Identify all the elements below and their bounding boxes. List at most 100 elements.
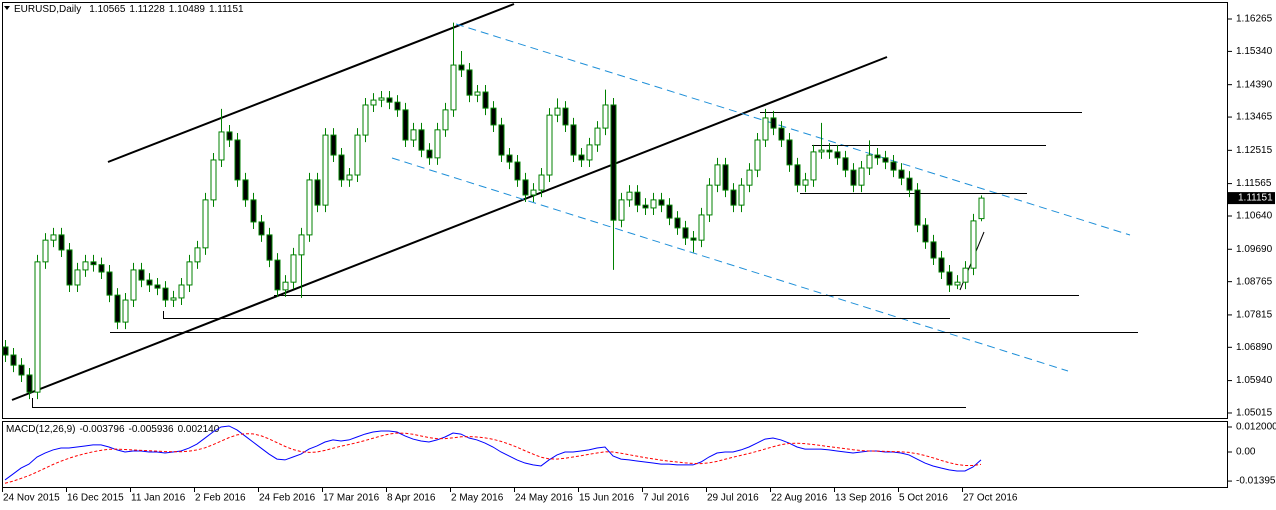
candle-body <box>10 354 17 366</box>
y-tick-label: 1.14390 <box>1236 79 1273 90</box>
candle-body <box>466 69 473 96</box>
candle-body <box>34 261 41 393</box>
candle-body <box>882 157 889 163</box>
candle-body <box>170 297 177 301</box>
candle-body <box>554 107 561 116</box>
candle-body <box>650 199 657 209</box>
candle-body <box>354 134 361 176</box>
candle-body <box>322 134 329 206</box>
candle-body <box>842 157 849 171</box>
candle-body <box>2 346 9 356</box>
candle-body <box>514 161 521 181</box>
candle-body <box>562 107 569 126</box>
candle-body <box>106 271 113 296</box>
candle-body <box>586 144 593 161</box>
candle-body <box>898 169 905 179</box>
candle-body <box>602 104 609 129</box>
candle-body <box>754 139 761 171</box>
candle-body <box>82 261 89 271</box>
candle-body <box>962 267 969 283</box>
candle-body <box>26 374 33 393</box>
candle-body <box>418 129 425 151</box>
y-tick-label: 1.11565 <box>1236 178 1272 189</box>
y-tick-label: 1.05940 <box>1236 375 1273 386</box>
x-tick-label: 5 Oct 2016 <box>899 493 948 504</box>
y-tick-label: 0.00 <box>1236 447 1256 458</box>
candle-body <box>266 234 273 261</box>
candle-body <box>698 214 705 241</box>
candle-body <box>426 149 433 159</box>
candle-body <box>978 197 985 220</box>
candle-body <box>234 139 241 181</box>
candle-body <box>810 151 817 181</box>
candle-body <box>730 189 737 206</box>
y-tick-label: 1.08765 <box>1236 276 1273 287</box>
x-tick-label: 24 May 2016 <box>515 493 573 504</box>
candle-body <box>642 204 649 209</box>
y-tick-label: 1.15340 <box>1236 46 1273 57</box>
candle-body <box>498 124 505 156</box>
macd-signal-value: -0.005936 <box>129 424 174 435</box>
candle-body <box>58 234 65 251</box>
candle-body <box>250 199 257 223</box>
y-tick-label: -0.013955 <box>1236 476 1276 487</box>
candle-body <box>570 124 577 156</box>
macd-title: MACD(12,26,9) <box>6 424 75 435</box>
high-value: 1.11228 <box>129 4 165 15</box>
x-tick-label: 29 Jul 2016 <box>707 493 759 504</box>
price-frame <box>2 2 1228 419</box>
candle-body <box>258 221 265 236</box>
candle-body <box>330 134 337 156</box>
candle-body <box>130 269 137 301</box>
symbol: EURUSD,Daily <box>14 4 81 15</box>
macd-histogram-value: 0.002140 <box>178 424 220 435</box>
trendline <box>107 3 515 163</box>
y-tick-label: 0.012000 <box>1236 422 1276 433</box>
x-tick-label: 17 Mar 2016 <box>323 493 380 504</box>
candle-body <box>210 159 217 201</box>
price-label: 1.11151 <box>1238 193 1273 204</box>
menu-arrow[interactable] <box>4 6 10 10</box>
channel-line <box>455 23 1131 236</box>
y-tick-label: 1.10640 <box>1236 211 1273 222</box>
candle-body <box>546 114 553 176</box>
candle-body <box>522 179 529 196</box>
candle-body <box>906 177 913 191</box>
candle-body <box>714 164 721 186</box>
candle-body <box>482 91 489 109</box>
x-tick-label: 16 Dec 2015 <box>67 493 124 504</box>
candle-body <box>490 107 497 126</box>
candle-body <box>794 164 801 186</box>
candle-body <box>314 179 321 206</box>
candle-body <box>722 164 729 191</box>
y-tick-label: 1.05015 <box>1236 408 1273 419</box>
candle-body <box>410 129 417 141</box>
x-tick-label: 11 Jan 2016 <box>131 493 186 504</box>
x-tick-label: 24 Nov 2015 <box>3 493 60 504</box>
candle-body <box>618 199 625 221</box>
candle-body <box>682 227 689 239</box>
y-tick-label: 1.07815 <box>1236 310 1273 321</box>
candle-body <box>386 97 393 103</box>
candle-body <box>402 109 409 141</box>
candle-body <box>594 127 601 146</box>
x-tick-label: 2 Feb 2016 <box>195 493 246 504</box>
candle-body <box>666 204 673 219</box>
x-tick-label: 22 Aug 2016 <box>771 493 828 504</box>
candle-body <box>122 299 129 323</box>
y-tick-label: 1.09690 <box>1236 244 1273 255</box>
candle-body <box>874 154 881 159</box>
x-tick-label: 27 Oct 2016 <box>963 493 1018 504</box>
candle-body <box>778 127 785 141</box>
macd-frame <box>2 421 1228 488</box>
close-value: 1.11151 <box>209 4 244 15</box>
candle-body <box>786 139 793 166</box>
candle-body <box>242 179 249 201</box>
candle-body <box>298 234 305 256</box>
x-tick-label: 2 May 2016 <box>451 493 504 504</box>
candle-body <box>674 217 681 229</box>
candle-body <box>74 269 81 286</box>
candle-body <box>290 254 297 283</box>
channel-line <box>391 157 1069 372</box>
candle-body <box>370 99 377 106</box>
